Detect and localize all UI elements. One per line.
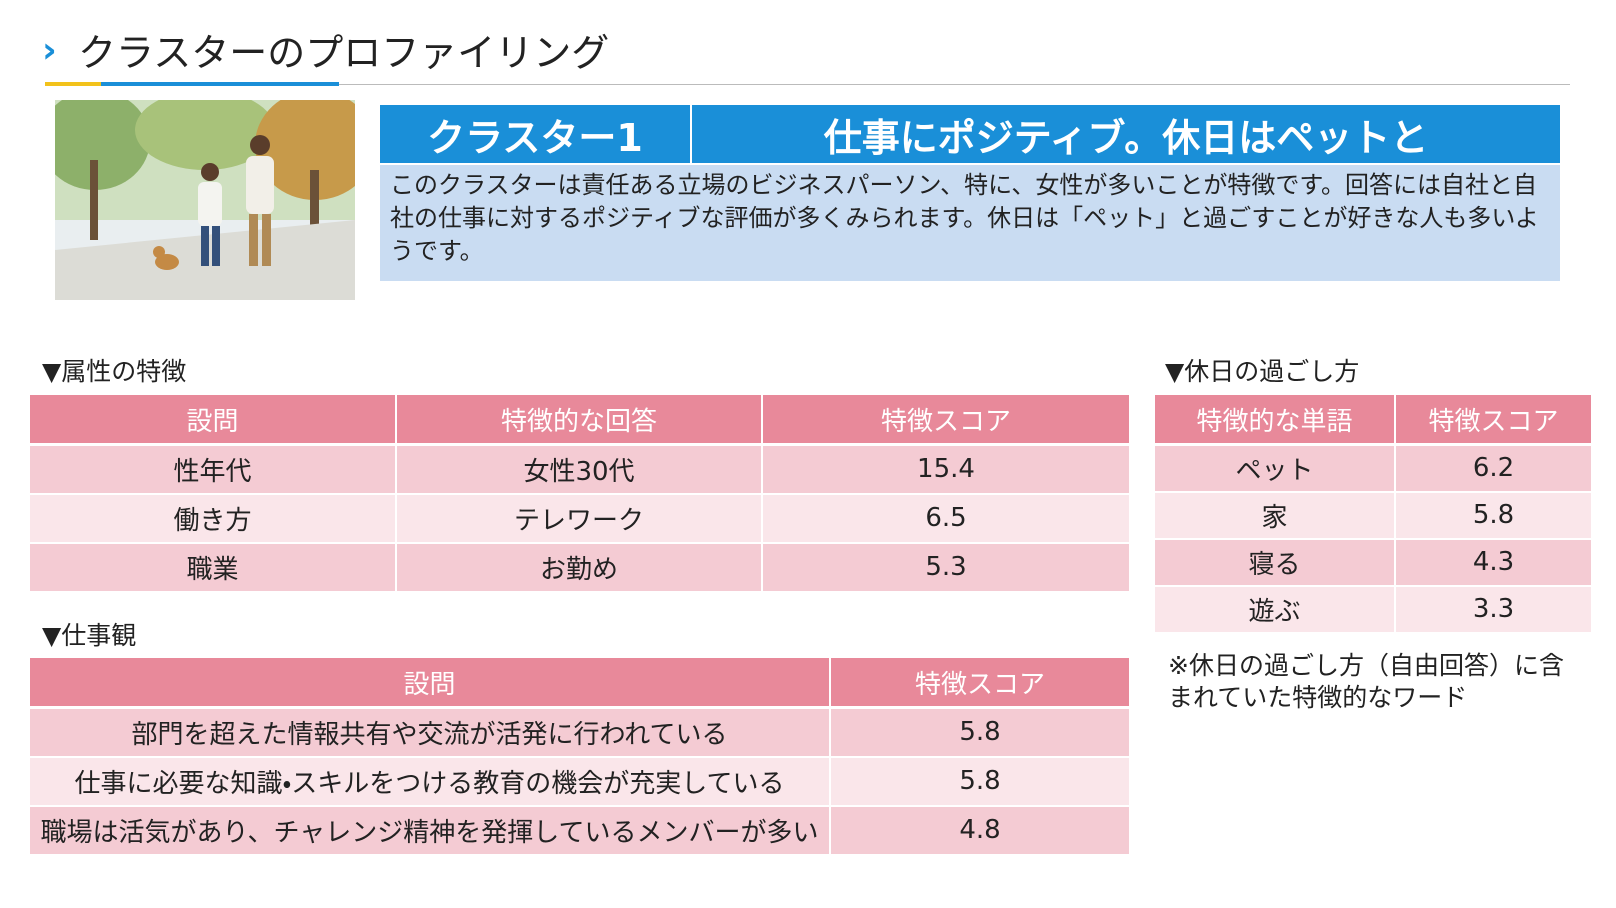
column-header: 特徴スコア: [830, 658, 1131, 709]
cluster-label: クラスター1: [380, 105, 692, 163]
page-title: クラスターのプロファイリング: [78, 31, 610, 75]
title-rule: [45, 84, 1570, 85]
table-cell: 職場は活気があり、チャレンジ精神を発揮しているメンバーが多い: [30, 805, 831, 856]
table-cell: 5.8: [830, 756, 1131, 807]
table-cell: 5.8: [1395, 491, 1593, 540]
table-row: 部門を超えた情報共有や交流が活発に行われている 5.8: [30, 707, 1131, 758]
table-cell: テレワーク: [396, 493, 763, 544]
table-cell: 6.5: [762, 493, 1131, 544]
table-row: 職業 お勤め 5.3: [30, 542, 1131, 593]
section-heading: ▼休日の過ごし方: [1165, 357, 1360, 386]
header-row: 設問 特徴スコア: [30, 658, 1131, 709]
table-cell: 4.8: [830, 805, 1131, 856]
table-row: ペット 6.2: [1155, 444, 1593, 493]
table-cell: 寝る: [1155, 538, 1396, 587]
table-cell: 5.8: [830, 707, 1131, 758]
table-cell: 女性30代: [396, 444, 763, 495]
table-cell: 職業: [30, 542, 397, 593]
table-cell: 遊ぶ: [1155, 585, 1396, 634]
holiday-table: 特徴的な単語 特徴スコア ペット 6.2 家 5.8 寝る 4.3 遊ぶ 3.3: [1155, 395, 1593, 634]
title-chevron: ›: [42, 30, 57, 71]
table-cell: 4.3: [1395, 538, 1593, 587]
column-header: 特徴スコア: [762, 395, 1131, 446]
table-cell: 家: [1155, 491, 1396, 540]
work-table: 設問 特徴スコア 部門を超えた情報共有や交流が活発に行われている 5.8 仕事に必要な知…: [30, 658, 1131, 856]
table-cell: 仕事に必要な知識・スキルをつける教育の機会が充実している: [30, 756, 831, 807]
table-cell: お勤め: [396, 542, 763, 593]
section-heading: ▼仕事観: [42, 621, 137, 650]
column-header: 設問: [30, 395, 397, 446]
table-cell: 15.4: [762, 444, 1131, 495]
table-row: 仕事に必要な知識・スキルをつける教育の機会が充実している 5.8: [30, 756, 1131, 807]
title-accent: [45, 82, 101, 86]
cluster-description: このクラスターは責任ある立場のビジネスパーソン、特に、女性が多いことが特徴です。…: [380, 165, 1560, 281]
table-cell: 働き方: [30, 493, 397, 544]
table-cell: 3.3: [1395, 585, 1593, 634]
header-row: 特徴的な単語 特徴スコア: [1155, 395, 1593, 446]
table-cell: 5.3: [762, 542, 1131, 593]
photo: [55, 100, 355, 300]
cluster-headline: 仕事にポジティブ。休日はペットと: [823, 115, 1429, 160]
table-cell: ペット: [1155, 444, 1396, 493]
table-cell: 部門を超えた情報共有や交流が活発に行われている: [30, 707, 831, 758]
holiday-note: ※休日の過ごし方（自由回答）に含まれていた特徴的なワード: [1168, 651, 1564, 712]
column-header: 特徴的な単語: [1155, 395, 1396, 446]
table-cell: 性年代: [30, 444, 397, 495]
table-row: 遊ぶ 3.3: [1155, 585, 1593, 634]
table-row: 家 5.8: [1155, 491, 1593, 540]
table-cell: 6.2: [1395, 444, 1593, 493]
table-row: 寝る 4.3: [1155, 538, 1593, 587]
column-header: 特徴的な回答: [396, 395, 763, 446]
table-row: 職場は活気があり、チャレンジ精神を発揮しているメンバーが多い 4.8: [30, 805, 1131, 856]
table-row: 働き方 テレワーク 6.5: [30, 493, 1131, 544]
section-heading: ▼属性の特徴: [42, 357, 187, 386]
cluster-bar: クラスター1 仕事にポジティブ。休日はペットと: [380, 105, 1560, 163]
column-header: 設問: [30, 658, 831, 709]
column-header: 特徴スコア: [1395, 395, 1593, 446]
attributes-table: 設問 特徴的な回答 特徴スコア 性年代 女性30代 15.4 働き方 テレワーク 6.5 職業 お勤…: [30, 395, 1131, 593]
table-row: 性年代 女性30代 15.4: [30, 444, 1131, 495]
header-row: 設問 特徴的な回答 特徴スコア: [30, 395, 1131, 446]
title-accent: [101, 82, 339, 86]
